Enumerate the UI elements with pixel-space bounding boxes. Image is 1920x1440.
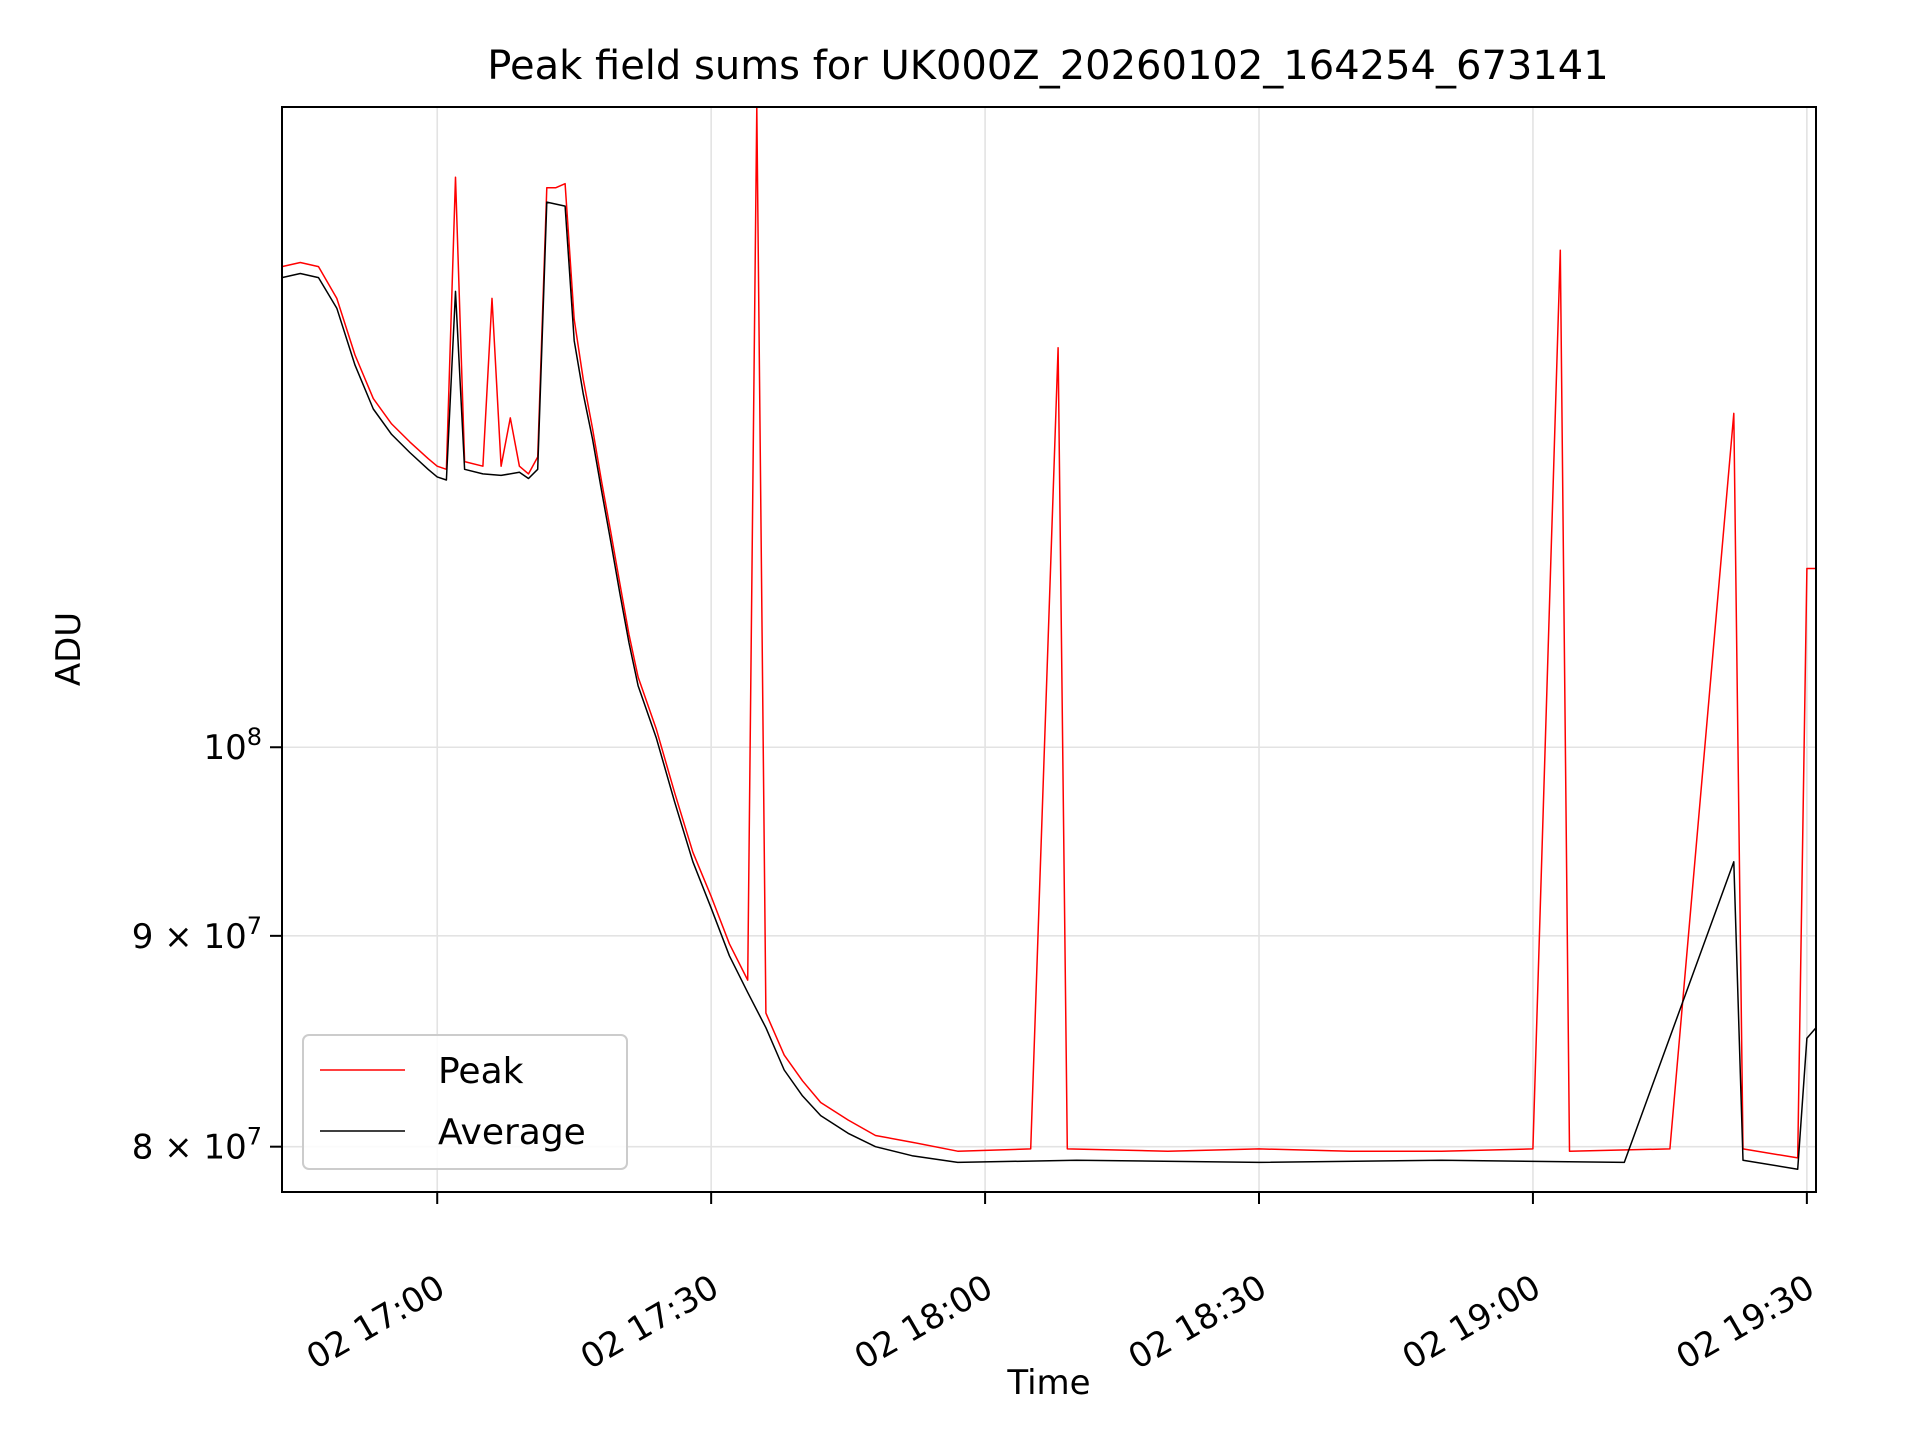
y-tick-label: 108 [203,723,262,768]
plot-series [281,106,1817,1170]
y-tick-label: 9 × 107 [132,912,262,957]
y-axis-label: ADU [49,612,89,686]
legend: Peak Average [302,1034,628,1170]
plot-frame [281,106,1817,1193]
x-axis-label: Time [1006,1363,1090,1403]
legend-peak-label: Peak [438,1051,524,1092]
series-line-average [281,201,1817,1170]
chart-title: Peak field sums for UK000Z_20260102_1642… [487,43,1608,89]
legend-average-label: Average [438,1112,586,1153]
legend-box [302,1034,628,1170]
series-line-peak [281,106,1816,1159]
y-tick-label: 8 × 107 [132,1123,262,1168]
